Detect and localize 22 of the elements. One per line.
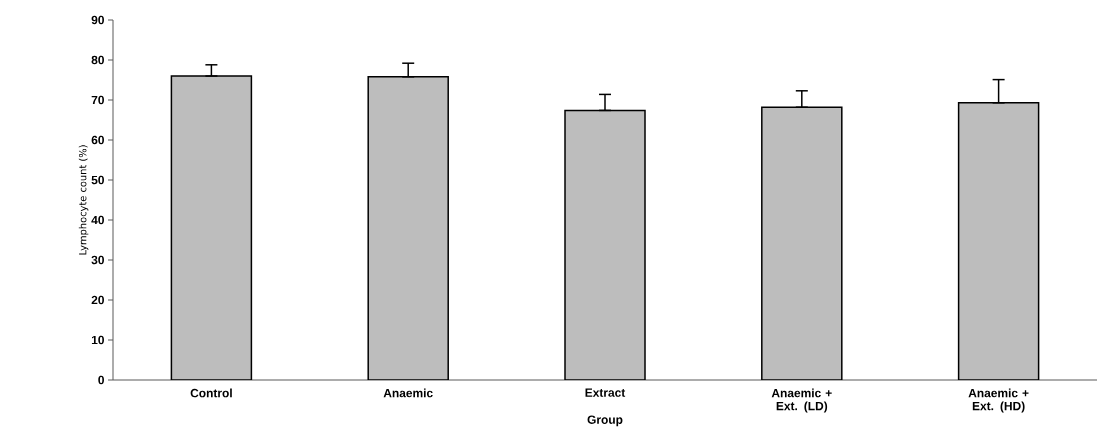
y-tick-label: 30 — [91, 255, 104, 265]
bar — [761, 106, 843, 380]
y-tick-label: 10 — [91, 335, 104, 345]
y-tick-label: 80 — [91, 55, 104, 65]
x-tick-label: Anaemic + Ext. (HD) — [968, 388, 1029, 413]
y-tick-label: 40 — [91, 215, 104, 225]
x-tick-label: Extract — [585, 388, 626, 397]
bar — [170, 75, 253, 380]
y-tick-label: 90 — [91, 15, 104, 25]
y-tick-label: 20 — [91, 295, 104, 305]
y-tick-label: 60 — [91, 135, 104, 145]
y-axis-title: Lymphocyte count (%) — [78, 145, 89, 255]
x-axis-title: Group — [587, 415, 623, 427]
x-tick-label: Control — [190, 388, 232, 398]
bar — [957, 102, 1040, 380]
x-tick-label: Anaemic — [383, 388, 433, 398]
x-tick-label: Anaemic + Ext. (LD) — [771, 388, 832, 413]
y-tick-label: 50 — [91, 175, 104, 185]
bar — [367, 76, 449, 380]
y-tick-label: 70 — [91, 95, 104, 105]
y-tick-label: 0 — [98, 375, 104, 385]
bar — [564, 109, 646, 380]
